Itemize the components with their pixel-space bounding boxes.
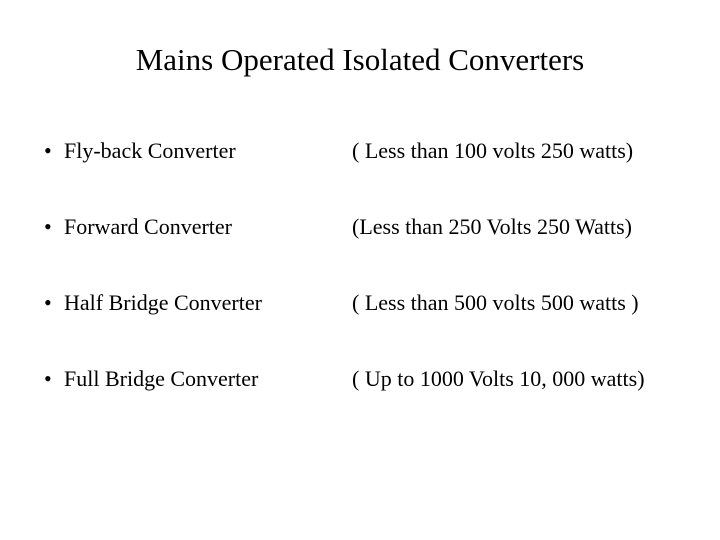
bullet-icon: • [44,366,64,392]
converter-name: Forward Converter [64,214,352,240]
slide-title: Mains Operated Isolated Converters [0,42,720,78]
converter-name: Half Bridge Converter [64,290,352,316]
converter-name: Fly-back Converter [64,138,352,164]
list-item: • Fly-back Converter ( Less than 100 vol… [44,138,690,164]
bullet-icon: • [44,290,64,316]
converter-spec: ( Less than 500 volts 500 watts ) [352,290,690,316]
slide: Mains Operated Isolated Converters • Fly… [0,0,720,540]
converter-name: Full Bridge Converter [64,366,352,392]
bullet-icon: • [44,214,64,240]
list-item: • Forward Converter (Less than 250 Volts… [44,214,690,240]
list-item: • Half Bridge Converter ( Less than 500 … [44,290,690,316]
bullet-icon: • [44,138,64,164]
converter-spec: (Less than 250 Volts 250 Watts) [352,214,690,240]
slide-body: • Fly-back Converter ( Less than 100 vol… [44,138,690,442]
converter-spec: ( Less than 100 volts 250 watts) [352,138,690,164]
converter-spec: ( Up to 1000 Volts 10, 000 watts) [352,366,690,392]
list-item: • Full Bridge Converter ( Up to 1000 Vol… [44,366,690,392]
